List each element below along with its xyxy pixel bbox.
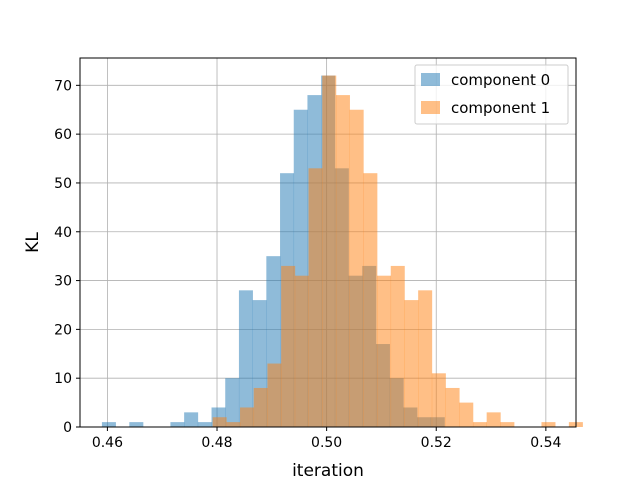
histogram-bar-component-1 xyxy=(281,265,296,427)
histogram-bar-component-0 xyxy=(184,412,199,427)
y-axis-label: KL xyxy=(23,232,43,253)
plot-frame xyxy=(79,57,577,428)
ticks-layer: 0.46 0.48 0.50 0.52 0.54 0 10 20 30 40 50 60 70 xyxy=(54,78,561,451)
legend-swatch-component-0 xyxy=(421,73,440,86)
histogram-bar-component-1 xyxy=(390,265,405,427)
x-tick-label: 0.54 xyxy=(530,435,561,451)
histogram-bar-component-1 xyxy=(363,173,378,427)
histogram-bar-component-1 xyxy=(459,402,474,427)
histogram-bar-component-1 xyxy=(253,387,268,427)
histogram-bar-component-1 xyxy=(541,422,556,427)
x-tick-label: 0.50 xyxy=(311,435,342,451)
histogram-bar-component-1 xyxy=(240,407,255,427)
histogram-bar-component-1 xyxy=(308,168,323,428)
histogram-bar-component-0 xyxy=(197,422,212,427)
histogram-bar-component-1 xyxy=(294,275,309,427)
y-tick-label: 60 xyxy=(54,127,72,143)
legend-label-component-1: component 1 xyxy=(451,99,550,117)
histogram-bar-component-1 xyxy=(212,417,227,427)
histogram-bar-component-1 xyxy=(472,422,487,427)
x-tick-label: 0.46 xyxy=(92,435,123,451)
histogram-bar-component-1 xyxy=(500,422,515,427)
histogram-bar-component-1 xyxy=(404,300,419,427)
bars-layer xyxy=(101,75,583,428)
x-tick-label: 0.48 xyxy=(201,435,232,451)
y-tick-label: 30 xyxy=(54,274,72,290)
histogram-bar-component-0 xyxy=(129,422,144,427)
histogram-bar-component-1 xyxy=(445,387,460,427)
y-tick-label: 70 xyxy=(54,78,72,94)
histogram-bar-component-1 xyxy=(267,363,282,427)
x-axis-label: iteration xyxy=(292,461,364,480)
y-tick-label: 20 xyxy=(54,322,72,338)
histogram-bar-component-0 xyxy=(225,378,240,427)
histogram-bar-component-1 xyxy=(377,275,392,427)
y-tick-label: 0 xyxy=(63,420,72,436)
histogram-bar-component-1 xyxy=(431,373,446,427)
legend-box xyxy=(414,64,569,125)
legend: component 0 component 1 xyxy=(414,64,569,125)
histogram-bar-component-1 xyxy=(486,412,501,427)
histogram-bar-component-1 xyxy=(335,95,350,427)
histogram-bar-component-1 xyxy=(322,75,337,428)
histogram-bar-component-1 xyxy=(418,290,433,427)
legend-label-component-0: component 0 xyxy=(451,71,550,89)
x-tick-label: 0.52 xyxy=(421,435,452,451)
histogram-bar-component-0 xyxy=(101,422,116,427)
y-tick-label: 40 xyxy=(54,225,72,241)
y-tick-label: 50 xyxy=(54,176,72,192)
histogram-bar-component-0 xyxy=(238,290,253,427)
histogram-bar-component-0 xyxy=(170,422,185,427)
legend-swatch-component-1 xyxy=(421,101,440,114)
histogram-bar-component-1 xyxy=(349,109,364,427)
y-tick-label: 10 xyxy=(54,371,72,387)
histogram-bar-component-1 xyxy=(226,422,241,427)
